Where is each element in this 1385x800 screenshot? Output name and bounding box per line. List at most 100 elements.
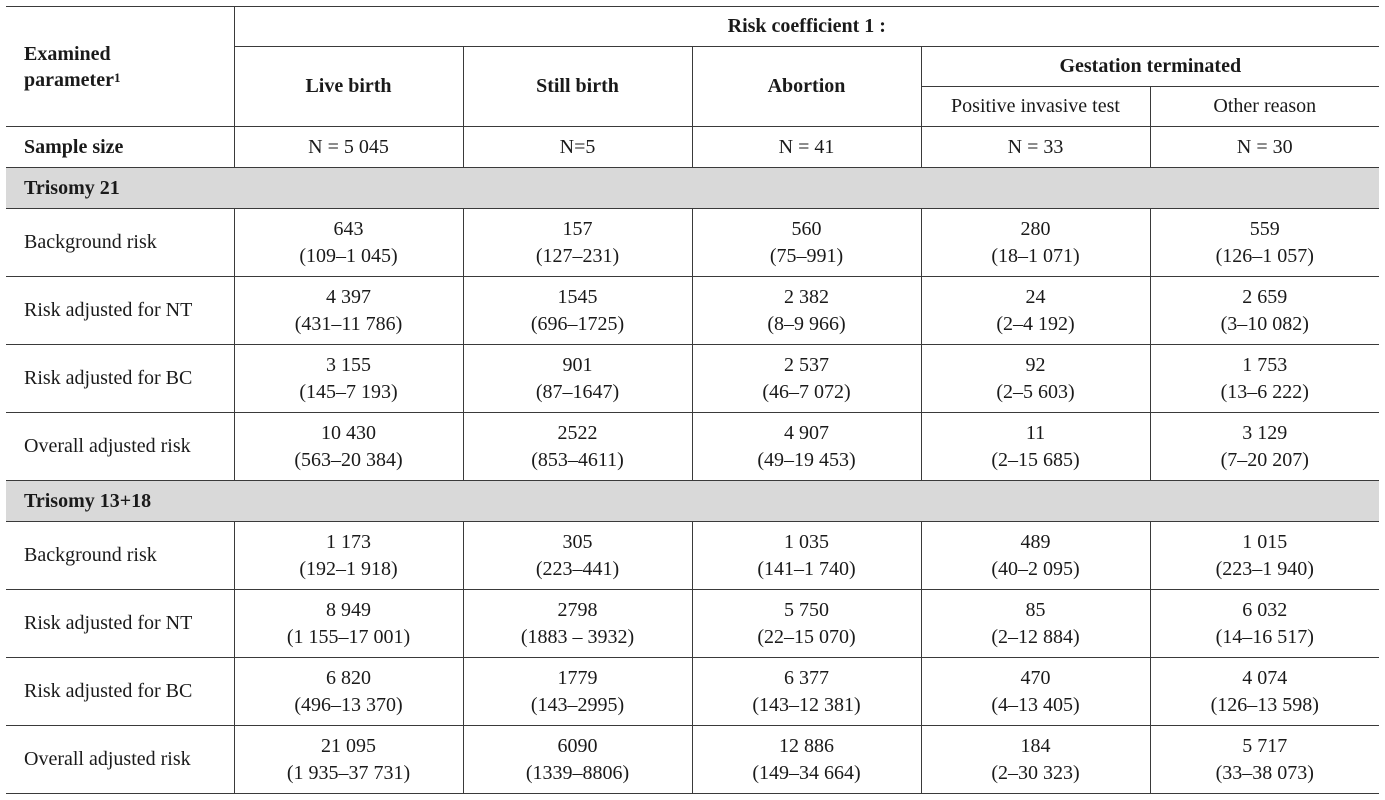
risk-range: (1339–8806) <box>525 761 630 784</box>
risk-value: 489 <box>1020 530 1051 553</box>
risk-range: (18–1 071) <box>991 244 1080 267</box>
risk-cell: 4 074 (126–13 598) <box>1149 657 1380 726</box>
risk-range: (109–1 045) <box>299 244 398 267</box>
risk-cell: 643 (109–1 045) <box>233 208 464 277</box>
risk-range: (696–1725) <box>530 312 625 335</box>
risk-range: (87–1647) <box>535 380 620 403</box>
risk-cell: 6 820 (496–13 370) <box>233 657 464 726</box>
risk-value: 305 <box>562 530 593 553</box>
risk-range: (126–13 598) <box>1210 693 1319 716</box>
risk-value: 280 <box>1020 217 1051 240</box>
risk-range: (7–20 207) <box>1220 448 1309 471</box>
risk-cell: 5 750 (22–15 070) <box>691 589 922 658</box>
risk-range: (127–231) <box>535 244 620 267</box>
risk-value: 12 886 <box>779 734 834 757</box>
risk-range: (49–19 453) <box>757 448 856 471</box>
risk-cell: 1 015 (223–1 940) <box>1149 521 1380 590</box>
risk-cell: 1 035 (141–1 740) <box>691 521 922 590</box>
risk-range: (563–20 384) <box>294 448 403 471</box>
risk-value: 3 129 <box>1242 421 1288 444</box>
risk-range: (13–6 222) <box>1220 380 1309 403</box>
risk-cell: 1545 (696–1725) <box>462 276 693 345</box>
risk-value: 1 173 <box>326 530 371 553</box>
risk-cell: 280 (18–1 071) <box>920 208 1151 277</box>
risk-range: (3–10 082) <box>1220 312 1309 335</box>
risk-cell: 560 (75–991) <box>691 208 922 277</box>
table-row: Overall adjusted risk 10 430 (563–20 384) 2… <box>6 412 1380 481</box>
risk-value: 1 015 <box>1242 530 1288 553</box>
risk-cell: 5 717 (33–38 073) <box>1149 725 1380 794</box>
row-label: Risk adjusted for NT <box>6 589 235 658</box>
risk-cell: 2798 (1883 – 3932) <box>462 589 693 658</box>
row-label: Background risk <box>6 521 235 590</box>
risk-cell: 4 397 (431–11 786) <box>233 276 464 345</box>
row-label: Overall adjusted risk <box>6 412 235 481</box>
risk-value: 11 <box>1025 421 1046 444</box>
risk-value: 1545 <box>557 285 598 308</box>
risk-value: 643 <box>333 217 364 240</box>
risk-value: 1 035 <box>784 530 829 553</box>
risk-value: 21 095 <box>321 734 376 757</box>
risk-cell: 1 173 (192–1 918) <box>233 521 464 590</box>
table-row: Overall adjusted risk 21 095 (1 935–37 731… <box>6 725 1380 794</box>
risk-value: 3 155 <box>326 353 371 376</box>
table-row: Background risk 643 (109–1 045) 157 (127–231… <box>6 208 1380 277</box>
risk-value: 4 074 <box>1242 666 1288 689</box>
risk-range: (40–2 095) <box>991 557 1080 580</box>
risk-cell: 559 (126–1 057) <box>1149 208 1380 277</box>
risk-range: (33–38 073) <box>1215 761 1314 784</box>
risk-cell: 6090 (1339–8806) <box>462 725 693 794</box>
risk-value: 6 820 <box>326 666 371 689</box>
risk-cell: 8 949 (1 155–17 001) <box>233 589 464 658</box>
risk-range: (14–16 517) <box>1215 625 1314 648</box>
risk-range: (853–4611) <box>531 448 624 471</box>
sample-size-value: N = 5 045 <box>233 126 464 168</box>
risk-value: 1 753 <box>1242 353 1288 376</box>
risk-value: 5 750 <box>784 598 829 621</box>
risk-range: (8–9 966) <box>767 312 846 335</box>
col-gestation-terminated: Gestation terminated <box>920 46 1380 87</box>
col-still-birth: Still birth <box>462 46 693 127</box>
risk-value: 4 907 <box>784 421 829 444</box>
risk-range: (2–5 603) <box>996 380 1075 403</box>
col-live-birth: Live birth <box>234 46 464 127</box>
risk-value: 2522 <box>557 421 598 444</box>
risk-cell: 11 (2–15 685) <box>920 412 1151 481</box>
risk-cell: 2522 (853–4611) <box>462 412 693 481</box>
risk-cell: 4 907 (49–19 453) <box>691 412 922 481</box>
risk-value: 5 717 <box>1242 734 1288 757</box>
sample-size-value: N = 41 <box>691 126 922 168</box>
risk-value: 2 382 <box>784 285 829 308</box>
risk-range: (496–13 370) <box>294 693 403 716</box>
risk-range: (1 935–37 731) <box>286 761 411 784</box>
risk-range: (149–34 664) <box>752 761 861 784</box>
risk-cell: 6 377 (143–12 381) <box>691 657 922 726</box>
row-label: Risk adjusted for BC <box>6 344 235 413</box>
risk-cell: 2 537 (46–7 072) <box>691 344 922 413</box>
risk-cell: 2 659 (3–10 082) <box>1149 276 1380 345</box>
table-row: Risk adjusted for BC 3 155 (145–7 193) 901 (… <box>6 344 1380 413</box>
row-label: Risk adjusted for BC <box>6 657 235 726</box>
table-row: Risk adjusted for BC 6 820 (496–13 370) 177… <box>6 657 1380 726</box>
col-positive-invasive-test: Positive invasive test <box>921 86 1151 127</box>
risk-value: 6 377 <box>784 666 829 689</box>
risk-range: (2–15 685) <box>991 448 1080 471</box>
risk-range: (1 155–17 001) <box>286 625 411 648</box>
section-header-row: Trisomy 13+18 <box>6 480 1380 522</box>
risk-cell: 6 032 (14–16 517) <box>1149 589 1380 658</box>
param-line2: parameter <box>24 68 114 91</box>
table-row: Background risk 1 173 (192–1 918) 305 (223–4… <box>6 521 1380 590</box>
risk-cell: 10 430 (563–20 384) <box>233 412 464 481</box>
risk-range: (46–7 072) <box>762 380 851 403</box>
risk-value: 92 <box>1025 353 1046 376</box>
sample-size-row: Sample size N = 5 045 N=5 N = 41 N = 33 … <box>6 126 1380 168</box>
risk-range: (126–1 057) <box>1215 244 1314 267</box>
section-title: Trisomy 13+18 <box>6 480 1380 522</box>
param-footnote-mark: 1 <box>113 69 121 85</box>
risk-value: 6 032 <box>1242 598 1288 621</box>
risk-range: (431–11 786) <box>294 312 403 335</box>
row-label: Overall adjusted risk <box>6 725 235 794</box>
risk-value: 8 949 <box>326 598 371 621</box>
risk-value: 4 397 <box>326 285 371 308</box>
risk-value: 2 659 <box>1242 285 1288 308</box>
